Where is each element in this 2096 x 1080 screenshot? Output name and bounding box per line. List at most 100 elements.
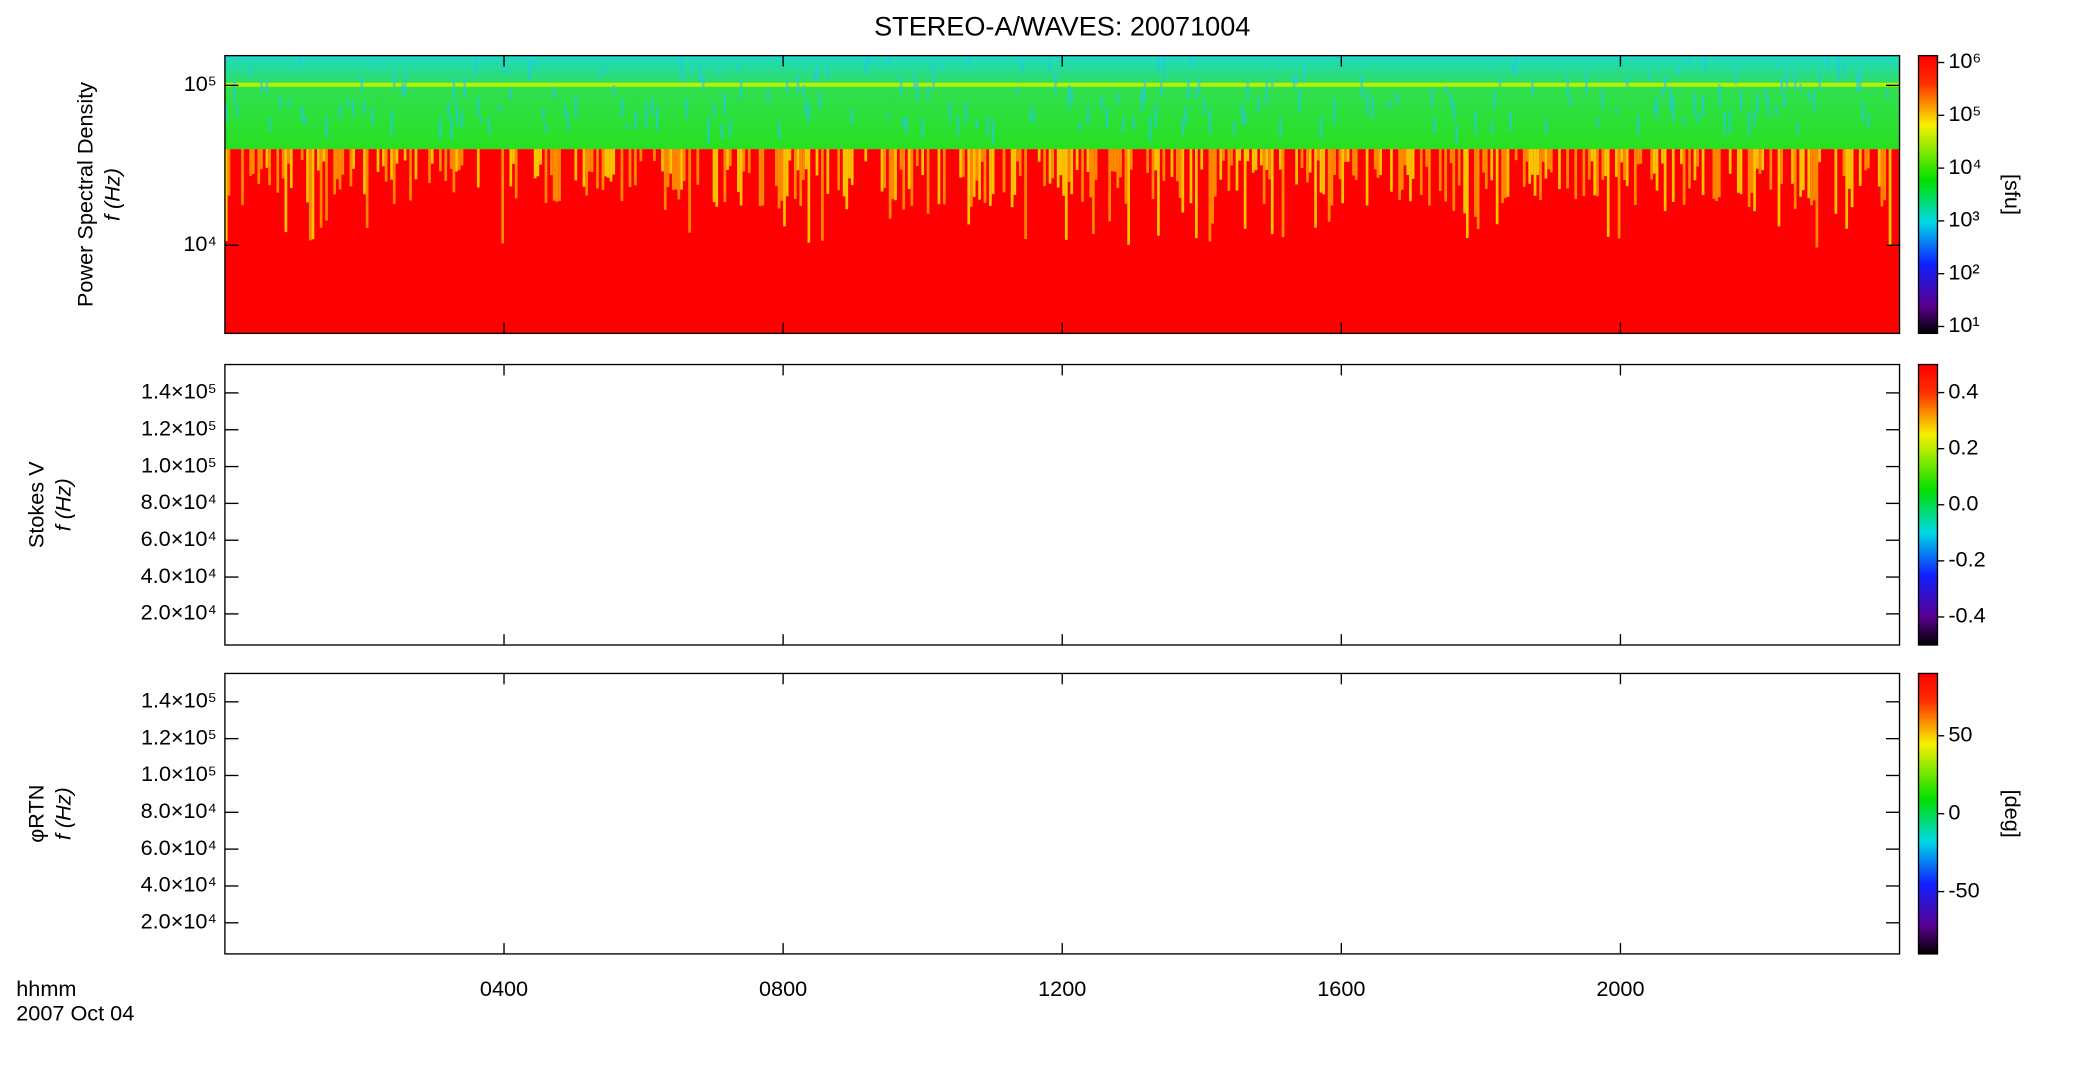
spectrogram-texture: [279, 95, 282, 108]
spectrogram-texture: [1793, 149, 1797, 210]
spectrogram-texture: [1861, 101, 1865, 122]
spectrogram-texture: [1596, 149, 1599, 197]
spectrogram-texture: [1661, 88, 1664, 97]
spectrogram-texture: [260, 149, 263, 170]
spectrogram-texture: [533, 60, 537, 68]
spectrogram-texture: [376, 61, 380, 67]
spectrogram-texture: [837, 149, 841, 191]
spectrogram-texture: [899, 149, 903, 170]
spectrogram-texture: [1016, 149, 1019, 162]
spectrogram-texture: [921, 117, 925, 139]
spectrogram-texture: [1877, 149, 1881, 187]
spectrogram-texture: [1834, 149, 1838, 214]
spectrogram-texture: [325, 149, 328, 221]
spectrogram-texture: [661, 149, 664, 172]
spectrogram-texture: [1319, 149, 1323, 193]
spectrogram-texture: [555, 149, 559, 202]
spectrogram-texture: [1747, 111, 1751, 136]
spectrogram-texture: [1633, 149, 1637, 206]
spectrogram-texture: [674, 149, 678, 190]
spectrogram-texture: [655, 106, 659, 131]
colorbar-tick-label: 50: [1948, 721, 1972, 746]
spectrogram-texture: [287, 149, 290, 164]
spectrogram-texture: [1682, 117, 1686, 126]
spectrogram-texture: [528, 60, 532, 81]
y-tick-label: 10⁵: [184, 71, 217, 96]
spectrogram-texture: [1268, 149, 1271, 180]
spectrogram-texture: [428, 149, 431, 184]
spectrogram-texture: [536, 149, 540, 177]
spectrogram-texture: [712, 102, 716, 117]
spectrogram-texture: [913, 73, 916, 90]
spectrogram-texture: [1222, 149, 1225, 161]
spectrogram-texture: [276, 149, 280, 193]
spectrogram-texture: [1452, 102, 1456, 121]
spectrogram-texture: [774, 149, 778, 187]
spectrogram-texture: [1783, 93, 1786, 108]
spectrogram-texture: [1669, 88, 1672, 110]
spectrogram-texture: [1574, 149, 1578, 200]
spectrogram-texture: [1696, 113, 1700, 123]
spectrogram-texture: [970, 149, 973, 207]
y-tick-label: 1.2×10⁵: [141, 724, 217, 749]
spectrogram-texture: [956, 115, 960, 136]
spectrogram-texture: [1146, 149, 1149, 173]
spectrogram-texture: [341, 149, 345, 175]
spectrogram-texture: [726, 149, 729, 170]
spectrogram-texture: [1430, 88, 1434, 107]
spectrogram-texture: [1178, 149, 1182, 198]
spectrogram-texture: [452, 76, 456, 101]
spectrogram-texture: [1867, 149, 1870, 169]
spectrogram-texture: [1712, 149, 1716, 199]
spectrogram-texture: [1463, 149, 1466, 214]
spectrogram-texture: [298, 56, 301, 67]
spectrogram-texture: [942, 149, 946, 205]
spectrogram-texture: [1818, 71, 1821, 90]
spectrogram-texture: [967, 149, 971, 225]
spectrogram-texture: [1029, 105, 1033, 122]
spectrogram-texture: [476, 149, 480, 188]
spectrogram-texture: [1270, 149, 1274, 235]
spectrogram-texture: [541, 107, 545, 120]
spectrogram-texture: [672, 149, 675, 191]
spectrogram-texture: [864, 149, 868, 162]
spectrogram-texture: [758, 149, 762, 207]
spectrogram-texture: [1124, 149, 1128, 204]
spectrogram-texture: [634, 149, 637, 186]
y-tick-label: 6.0×10⁴: [141, 526, 217, 551]
spectrogram-texture: [707, 118, 710, 145]
spectrogram-texture: [1319, 116, 1323, 139]
y-tick-label: 2.0×10⁴: [141, 909, 217, 934]
spectrogram-texture: [1696, 149, 1700, 167]
spectrogram-texture: [1203, 97, 1206, 115]
spectrogram-texture: [888, 56, 892, 67]
spectrogram-texture: [1701, 149, 1705, 196]
y-tick-label: 8.0×10⁴: [141, 798, 217, 823]
spectrogram-texture: [1688, 58, 1691, 66]
spectrogram-texture: [1558, 149, 1561, 190]
spectrogram-texture: [509, 88, 513, 99]
spectrogram-texture: [601, 149, 605, 191]
spectrogram-texture: [948, 101, 952, 123]
spectrogram-texture: [1032, 113, 1036, 123]
spectrogram-texture: [1303, 66, 1307, 82]
spectrogram-texture: [991, 149, 995, 195]
spectrogram-texture: [558, 149, 561, 202]
spectrogram-texture: [1615, 107, 1618, 115]
spectrogram-texture: [867, 56, 870, 63]
spectrogram-texture: [1338, 149, 1342, 180]
spectrogram-texture: [1176, 149, 1179, 182]
spectrogram-texture: [1568, 95, 1572, 106]
spectrogram-texture: [1089, 149, 1093, 198]
spectrogram-texture: [1094, 149, 1098, 180]
spectrogram-texture: [1531, 80, 1534, 96]
spectrogram-texture: [1850, 149, 1854, 208]
spectrogram-texture: [1352, 149, 1355, 176]
spectrogram-texture: [975, 149, 979, 181]
spectrogram-texture: [1067, 149, 1071, 182]
plot-frame: [224, 363, 1901, 646]
spectrogram-texture: [544, 122, 548, 133]
spectrogram-texture: [1129, 149, 1133, 170]
spectrogram-texture: [1064, 149, 1068, 240]
spectrogram-texture: [1625, 75, 1629, 87]
